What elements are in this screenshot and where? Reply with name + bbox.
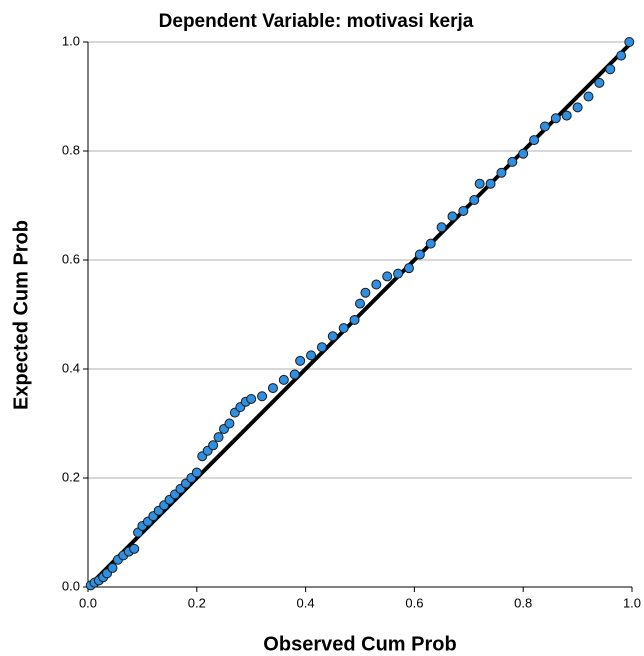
y-tick-label: 1.0 bbox=[62, 33, 80, 48]
point bbox=[257, 391, 268, 402]
point bbox=[355, 298, 365, 309]
x-tick-label: 0.8 bbox=[514, 595, 532, 610]
point bbox=[474, 178, 485, 189]
point bbox=[605, 64, 616, 75]
point bbox=[371, 279, 382, 290]
y-tick-label: 0.4 bbox=[62, 360, 80, 375]
point bbox=[583, 91, 594, 102]
point bbox=[349, 314, 360, 325]
chart-title: Dependent Variable: motivasi kerja bbox=[159, 11, 474, 32]
point bbox=[382, 271, 393, 282]
point bbox=[327, 331, 338, 342]
x-tick-label: 0.4 bbox=[297, 595, 315, 610]
point bbox=[208, 440, 219, 451]
point bbox=[393, 268, 404, 279]
point bbox=[550, 113, 561, 124]
point bbox=[224, 418, 235, 429]
point bbox=[594, 77, 605, 88]
point bbox=[425, 238, 436, 249]
point bbox=[507, 156, 518, 167]
y-axis-label: Expected Cum Prob bbox=[10, 220, 32, 410]
point bbox=[529, 135, 540, 146]
point bbox=[246, 393, 257, 404]
point bbox=[107, 562, 118, 573]
x-tick-label: 0.0 bbox=[79, 595, 97, 610]
point bbox=[624, 37, 635, 47]
point bbox=[278, 374, 289, 385]
point bbox=[561, 110, 572, 121]
point bbox=[191, 467, 202, 478]
point bbox=[436, 222, 447, 233]
point bbox=[447, 211, 458, 222]
point bbox=[316, 342, 327, 353]
point bbox=[338, 323, 349, 334]
y-tick-label: 0.8 bbox=[62, 142, 80, 157]
point bbox=[616, 50, 627, 61]
x-tick-label: 0.2 bbox=[188, 595, 206, 610]
y-tick-label: 0.2 bbox=[62, 469, 80, 484]
point bbox=[539, 121, 550, 132]
y-tick-label: 0.0 bbox=[62, 578, 80, 593]
point bbox=[129, 543, 140, 554]
point bbox=[572, 102, 583, 113]
point bbox=[306, 350, 317, 361]
point bbox=[469, 195, 480, 206]
reference-line bbox=[86, 40, 634, 589]
x-tick-label: 1.0 bbox=[623, 595, 641, 610]
point bbox=[213, 432, 224, 443]
point bbox=[267, 383, 278, 394]
x-tick-label: 0.6 bbox=[405, 595, 423, 610]
point bbox=[289, 369, 300, 380]
y-tick-label: 0.6 bbox=[62, 251, 80, 266]
point bbox=[360, 287, 371, 298]
point bbox=[496, 167, 507, 178]
point bbox=[414, 249, 425, 260]
point bbox=[458, 205, 469, 216]
point bbox=[518, 148, 529, 159]
x-axis-label: Observed Cum Prob bbox=[263, 633, 456, 655]
point bbox=[295, 355, 306, 366]
point bbox=[485, 178, 496, 189]
point bbox=[403, 263, 414, 274]
